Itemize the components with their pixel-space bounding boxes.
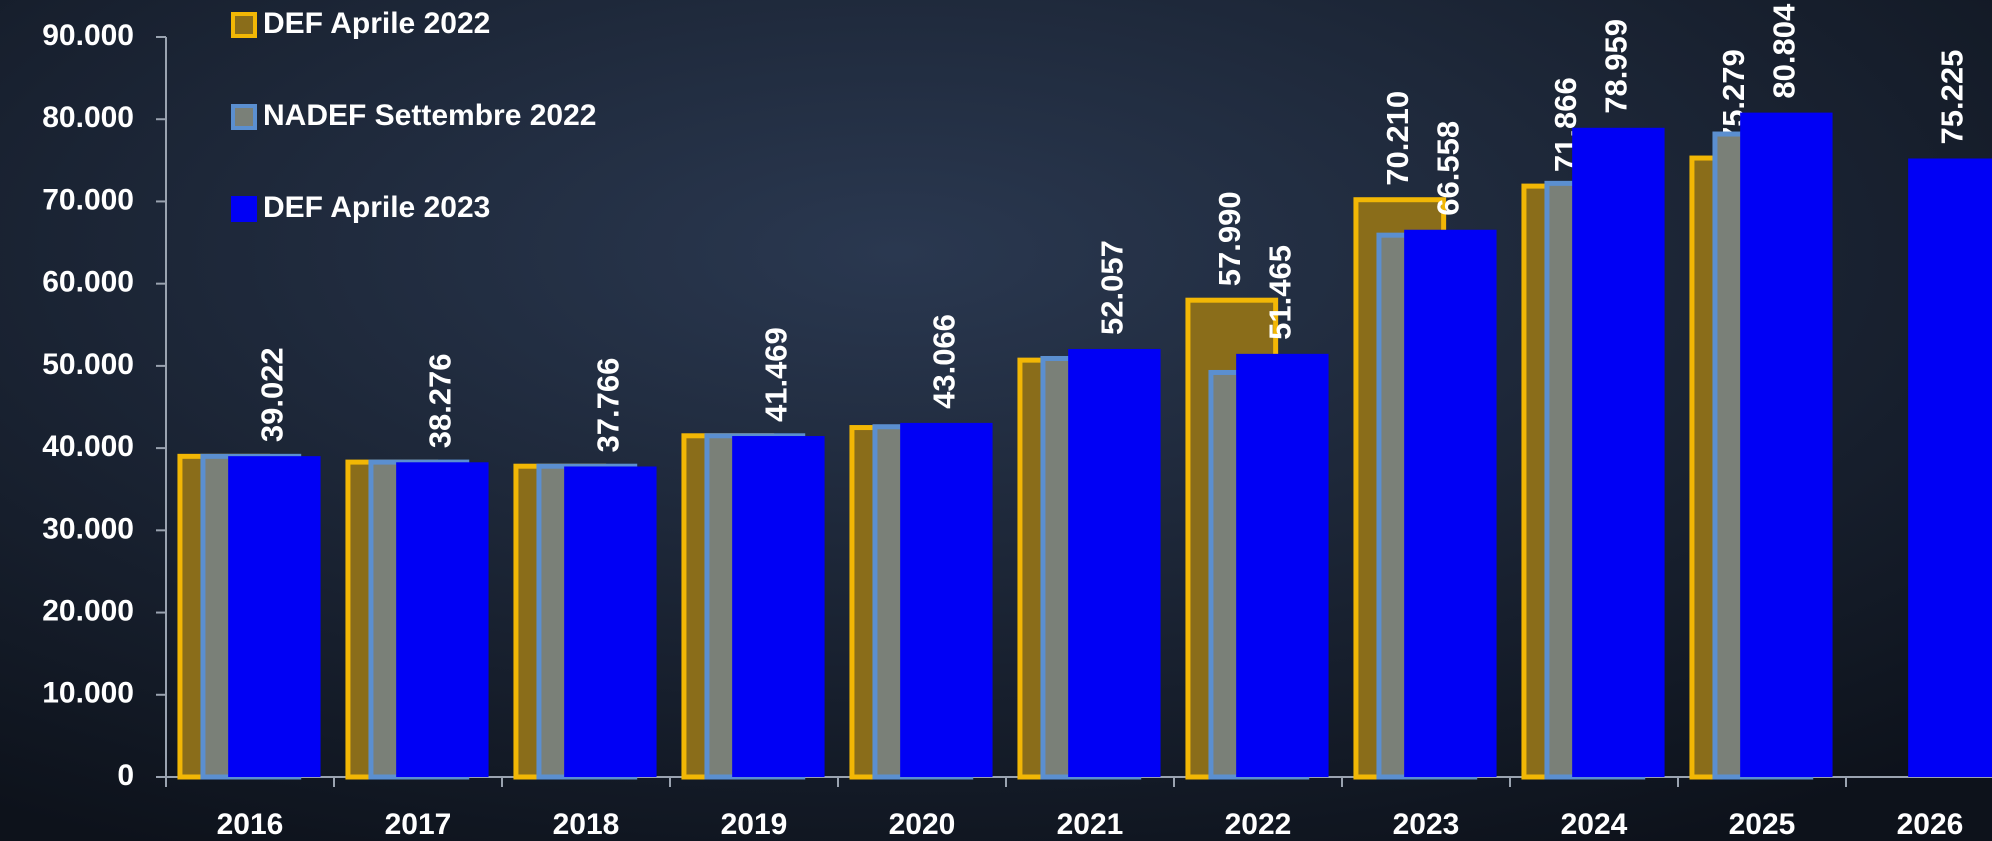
- y-tick-label: 10.000: [42, 677, 134, 710]
- y-tick-label: 70.000: [42, 183, 134, 216]
- x-tick-label: 2026: [1897, 808, 1964, 841]
- data-label: 66.558: [1431, 121, 1466, 216]
- bar: [900, 422, 993, 777]
- x-tick-label: 2023: [1393, 808, 1460, 841]
- bar: [732, 436, 825, 777]
- data-label: 52.057: [1095, 240, 1130, 335]
- bar: [1068, 348, 1161, 777]
- data-label: 51.465: [1263, 245, 1298, 340]
- x-tick-label: 2025: [1729, 808, 1796, 841]
- data-label: 38.276: [423, 353, 458, 448]
- legend-label: NADEF Settembre 2022: [263, 99, 596, 132]
- bar: [1908, 158, 1992, 777]
- x-tick-label: 2018: [553, 808, 620, 841]
- x-tick-label: 2020: [889, 808, 956, 841]
- bar: [228, 456, 321, 777]
- y-tick-label: 90.000: [42, 19, 134, 52]
- data-label: 80.804: [1767, 3, 1802, 99]
- data-label: 37.766: [591, 358, 626, 453]
- data-label: 43.066: [927, 314, 962, 409]
- x-tick-label: 2021: [1057, 808, 1124, 841]
- data-label: 57.990: [1212, 191, 1247, 286]
- x-tick-label: 2017: [385, 808, 452, 841]
- y-tick-label: 20.000: [42, 594, 134, 627]
- data-label: 78.959: [1599, 19, 1634, 114]
- legend-label: DEF Aprile 2022: [263, 7, 490, 40]
- data-label: 41.469: [759, 327, 794, 422]
- legend-label: DEF Aprile 2023: [263, 191, 490, 224]
- x-tick-label: 2016: [217, 808, 284, 841]
- bar: [564, 466, 657, 777]
- y-tick-label: 40.000: [42, 430, 134, 463]
- legend-swatch: [231, 196, 257, 222]
- bar: [1572, 127, 1665, 777]
- y-tick-label: 80.000: [42, 101, 134, 134]
- y-tick-label: 50.000: [42, 348, 134, 381]
- y-tick-label: 0: [117, 759, 134, 792]
- y-tick-label: 30.000: [42, 512, 134, 545]
- y-tick-label: 60.000: [42, 266, 134, 299]
- data-label: 75.225: [1935, 50, 1970, 145]
- bar: [1740, 112, 1833, 777]
- bar: [1236, 353, 1329, 777]
- data-label: 70.210: [1380, 91, 1415, 186]
- legend-swatch: [231, 12, 257, 38]
- bar: [396, 462, 489, 777]
- x-tick-label: 2022: [1225, 808, 1292, 841]
- legend-swatch: [231, 104, 257, 130]
- data-label: 39.022: [255, 347, 290, 442]
- x-tick-label: 2019: [721, 808, 788, 841]
- bar: [1404, 229, 1497, 777]
- x-tick-label: 2024: [1561, 808, 1628, 841]
